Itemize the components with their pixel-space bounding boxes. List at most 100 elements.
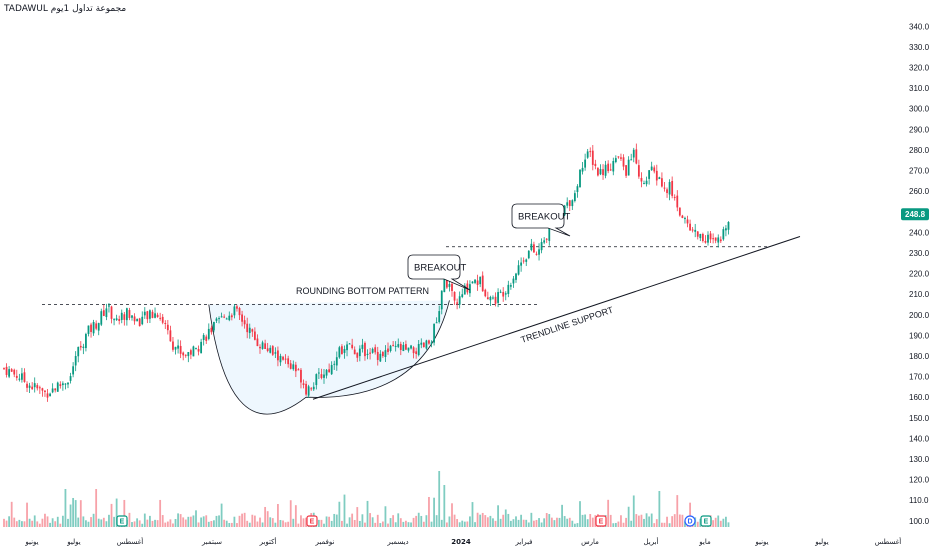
- candle-body: [33, 383, 36, 388]
- volume-bar: [28, 518, 31, 527]
- candle-body: [282, 356, 284, 360]
- volume-bar: [579, 501, 581, 527]
- volume-bar: [325, 516, 328, 527]
- volume-bar: [589, 514, 592, 527]
- candle-body: [59, 384, 62, 387]
- volume-bar: [279, 519, 282, 527]
- x-tick-label: أبريل: [643, 537, 658, 546]
- candle-body: [269, 347, 272, 353]
- candle-body: [635, 149, 638, 164]
- candle-body: [10, 369, 13, 372]
- volume-bars: [3, 471, 730, 527]
- volume-bar: [405, 520, 407, 527]
- earnings-marker[interactable]: E: [306, 515, 318, 527]
- candle-body: [422, 342, 425, 348]
- candle-body: [366, 353, 369, 356]
- candle-body: [571, 200, 574, 207]
- candle-body: [538, 249, 540, 255]
- candle-body: [448, 284, 451, 287]
- candle-body: [95, 323, 98, 329]
- candle-body: [581, 167, 584, 172]
- candle-body: [584, 159, 587, 168]
- candle-body: [348, 343, 351, 345]
- earnings-marker[interactable]: E: [595, 515, 607, 527]
- earnings-marker[interactable]: E: [700, 515, 712, 527]
- candle-body: [261, 342, 264, 349]
- volume-bar: [725, 516, 727, 527]
- candle-body: [15, 375, 18, 378]
- candle-body: [92, 322, 95, 334]
- volume-bar: [353, 519, 356, 527]
- candle-body: [371, 348, 374, 353]
- breakout-callout-1: BREAKOUT: [407, 254, 471, 291]
- volume-bar: [174, 518, 177, 527]
- volume-bar: [476, 512, 479, 527]
- volume-bar: [192, 515, 195, 527]
- volume-bar: [540, 522, 543, 527]
- candle-body: [594, 163, 597, 167]
- candle-body: [26, 383, 28, 388]
- candle-body: [149, 310, 151, 319]
- volume-bar: [407, 522, 410, 527]
- candle-body: [645, 180, 648, 185]
- candle-body: [622, 157, 625, 167]
- volume-bar: [584, 514, 587, 527]
- candle-body: [182, 352, 185, 356]
- volume-bar: [474, 522, 476, 527]
- candle-body: [154, 313, 156, 318]
- candlestick-series: [3, 143, 730, 402]
- candle-body: [274, 352, 277, 354]
- volume-bar: [328, 516, 331, 527]
- candle-body: [617, 156, 620, 158]
- candle-body: [18, 378, 21, 380]
- volume-bar: [92, 513, 95, 527]
- last-price-badge: 248.8: [901, 208, 929, 221]
- candle-body: [712, 238, 715, 240]
- candle-body: [573, 193, 576, 201]
- volume-bar: [433, 497, 435, 527]
- candle-body: [540, 242, 543, 251]
- y-tick-label: 180.0: [909, 352, 930, 361]
- volume-bar: [471, 502, 474, 527]
- volume-bar: [374, 522, 377, 527]
- candle-body: [156, 314, 159, 318]
- volume-bar: [614, 522, 617, 527]
- volume-bar: [681, 514, 684, 527]
- volume-bar: [8, 516, 11, 527]
- candle-body: [328, 369, 331, 373]
- candle-body: [566, 202, 569, 206]
- candle-body: [397, 344, 400, 347]
- volume-bar: [248, 522, 251, 527]
- volume-bar: [397, 513, 400, 527]
- x-tick-label: يوليو: [814, 538, 828, 546]
- candle-body: [492, 297, 494, 299]
- volume-bar: [420, 515, 423, 527]
- dividend-marker[interactable]: D: [684, 515, 696, 527]
- x-tick-label: سبتمبر: [201, 538, 222, 546]
- candle-body: [215, 318, 218, 321]
- candle-body: [686, 219, 689, 224]
- candle-body: [399, 343, 402, 350]
- earnings-marker[interactable]: E: [116, 515, 128, 527]
- volume-bar: [202, 516, 205, 527]
- candle-body: [435, 322, 438, 324]
- volume-bar: [177, 513, 179, 527]
- volume-bar: [387, 523, 389, 527]
- volume-bar: [253, 515, 256, 527]
- candle-body: [46, 393, 49, 398]
- volume-bar: [389, 518, 392, 527]
- volume-bar: [102, 517, 105, 527]
- volume-bar: [238, 515, 241, 527]
- candle-body: [543, 240, 546, 243]
- candle-body: [105, 308, 108, 318]
- candle-body: [223, 316, 226, 318]
- volume-bar: [274, 522, 277, 527]
- candle-body: [302, 383, 305, 386]
- candle-body: [236, 306, 238, 309]
- volume-bar: [264, 506, 267, 527]
- candle-body: [637, 165, 640, 177]
- y-tick-label: 290.0: [909, 125, 930, 134]
- volume-bar: [535, 519, 538, 527]
- candle-body: [504, 293, 507, 295]
